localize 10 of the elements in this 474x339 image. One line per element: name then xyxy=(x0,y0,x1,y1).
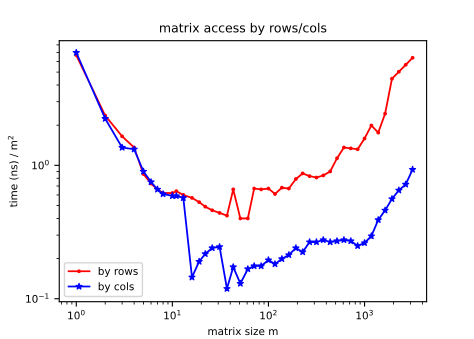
y-tick-label: 10$^{−1}$ xyxy=(26,293,48,303)
legend-label: by rows xyxy=(98,266,138,278)
y-axis-title: time (ns) / m$^{2}$ xyxy=(8,136,19,208)
x-axis-title: matrix size m xyxy=(208,327,278,336)
x-tick-label: 10$^{1}$ xyxy=(164,310,181,320)
legend-label: by cols xyxy=(98,282,134,292)
x-tick-label: 10$^{0}$ xyxy=(68,310,85,320)
chart-title: matrix access by rows/cols xyxy=(160,22,326,35)
x-tick-label: 10$^{2}$ xyxy=(260,310,277,320)
x-tick-label: 10$^{3}$ xyxy=(356,310,373,320)
